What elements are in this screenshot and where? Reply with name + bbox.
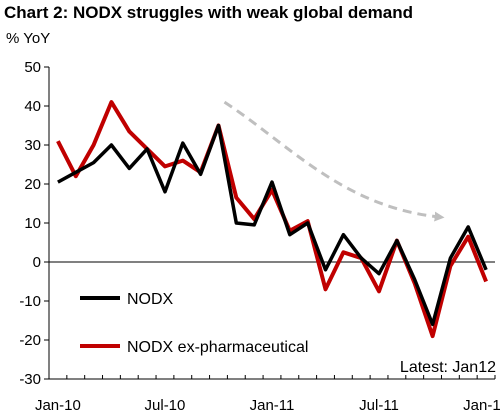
y-tick-label: 20 (24, 176, 41, 193)
trend-arrow (223, 100, 445, 222)
x-tick-label: Jan-10 (35, 397, 81, 414)
y-tick-label: -30 (19, 371, 41, 388)
y-axis-unit-label: % YoY (6, 30, 51, 47)
y-tick-label: 50 (24, 59, 41, 76)
series-line-nodx (57, 123, 488, 327)
legend-label-nodx-ex-pharma: NODX ex-pharmaceutical (127, 339, 308, 356)
x-tick-label: Jan-11 (250, 397, 295, 414)
y-tick-label: 10 (24, 215, 41, 232)
y-tick-label: 40 (24, 98, 41, 115)
y-tick-label: -10 (19, 293, 41, 310)
y-tick-label: -20 (19, 332, 41, 349)
y-tick-label: 30 (24, 137, 41, 154)
y-tick-label: 0 (33, 254, 41, 271)
legend-label-nodx: NODX (127, 291, 174, 308)
chart-title: Chart 2: NODX struggles with weak global… (4, 3, 414, 22)
x-tick-label: Jan-12 (463, 397, 500, 414)
x-tick-label: Jul-10 (145, 397, 186, 414)
x-tick-label: Jul-11 (359, 397, 399, 414)
latest-annotation: Latest: Jan12 (400, 359, 496, 376)
